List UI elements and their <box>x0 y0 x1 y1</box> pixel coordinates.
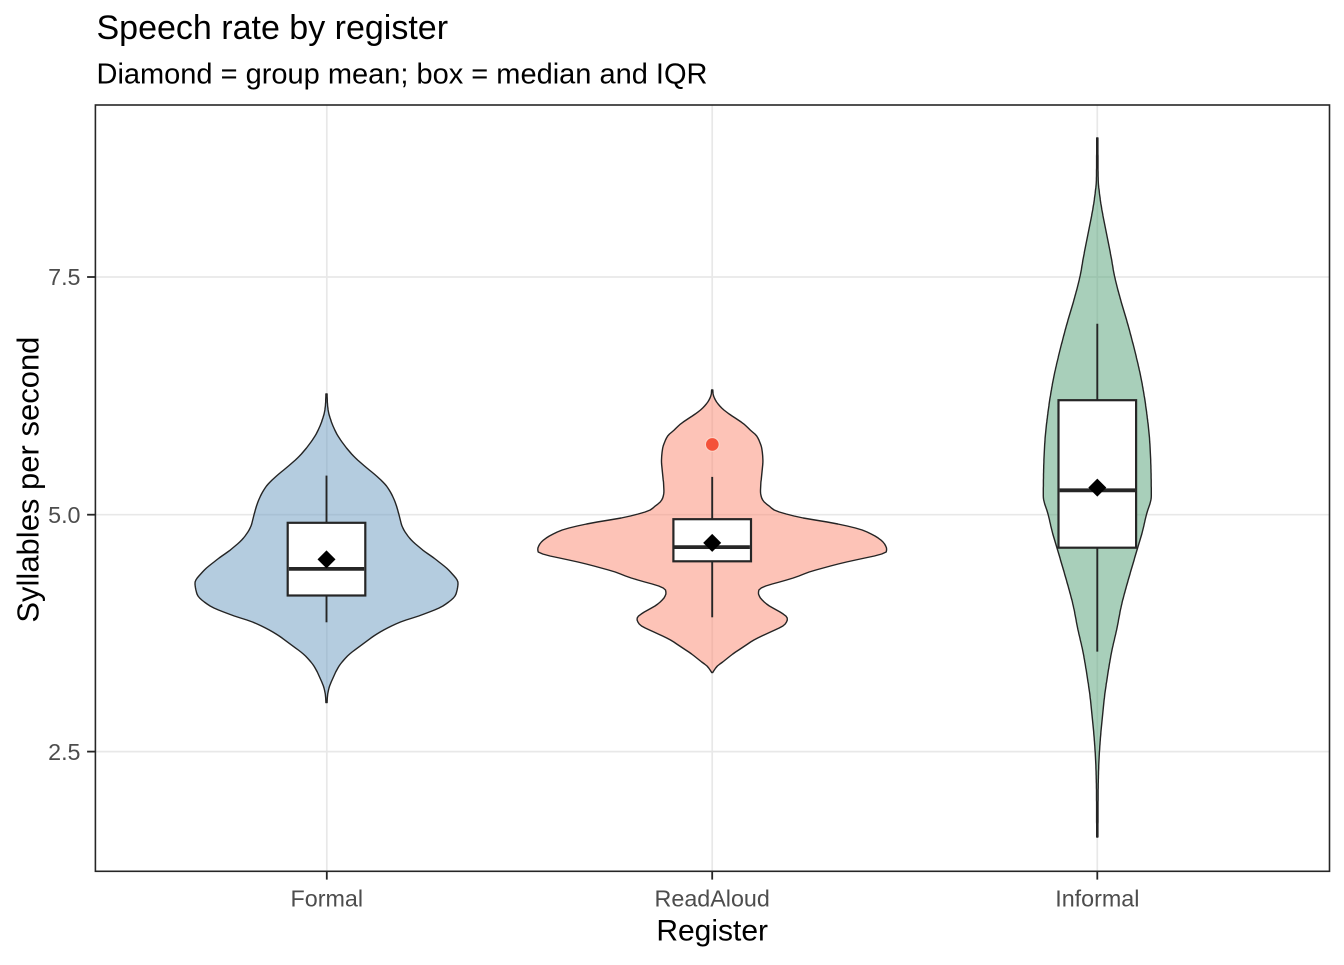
svg-text:5.0: 5.0 <box>48 502 80 528</box>
svg-text:ReadAloud: ReadAloud <box>655 886 770 912</box>
svg-text:Register: Register <box>656 915 768 948</box>
svg-text:7.5: 7.5 <box>48 264 80 290</box>
svg-text:Formal: Formal <box>291 886 363 912</box>
svg-text:Speech rate by register: Speech rate by register <box>97 9 449 47</box>
svg-text:Syllables per second: Syllables per second <box>11 337 46 623</box>
svg-text:Diamond = group mean; box = me: Diamond = group mean; box = median and I… <box>97 59 708 91</box>
svg-text:Informal: Informal <box>1055 886 1139 912</box>
svg-text:2.5: 2.5 <box>48 739 80 765</box>
